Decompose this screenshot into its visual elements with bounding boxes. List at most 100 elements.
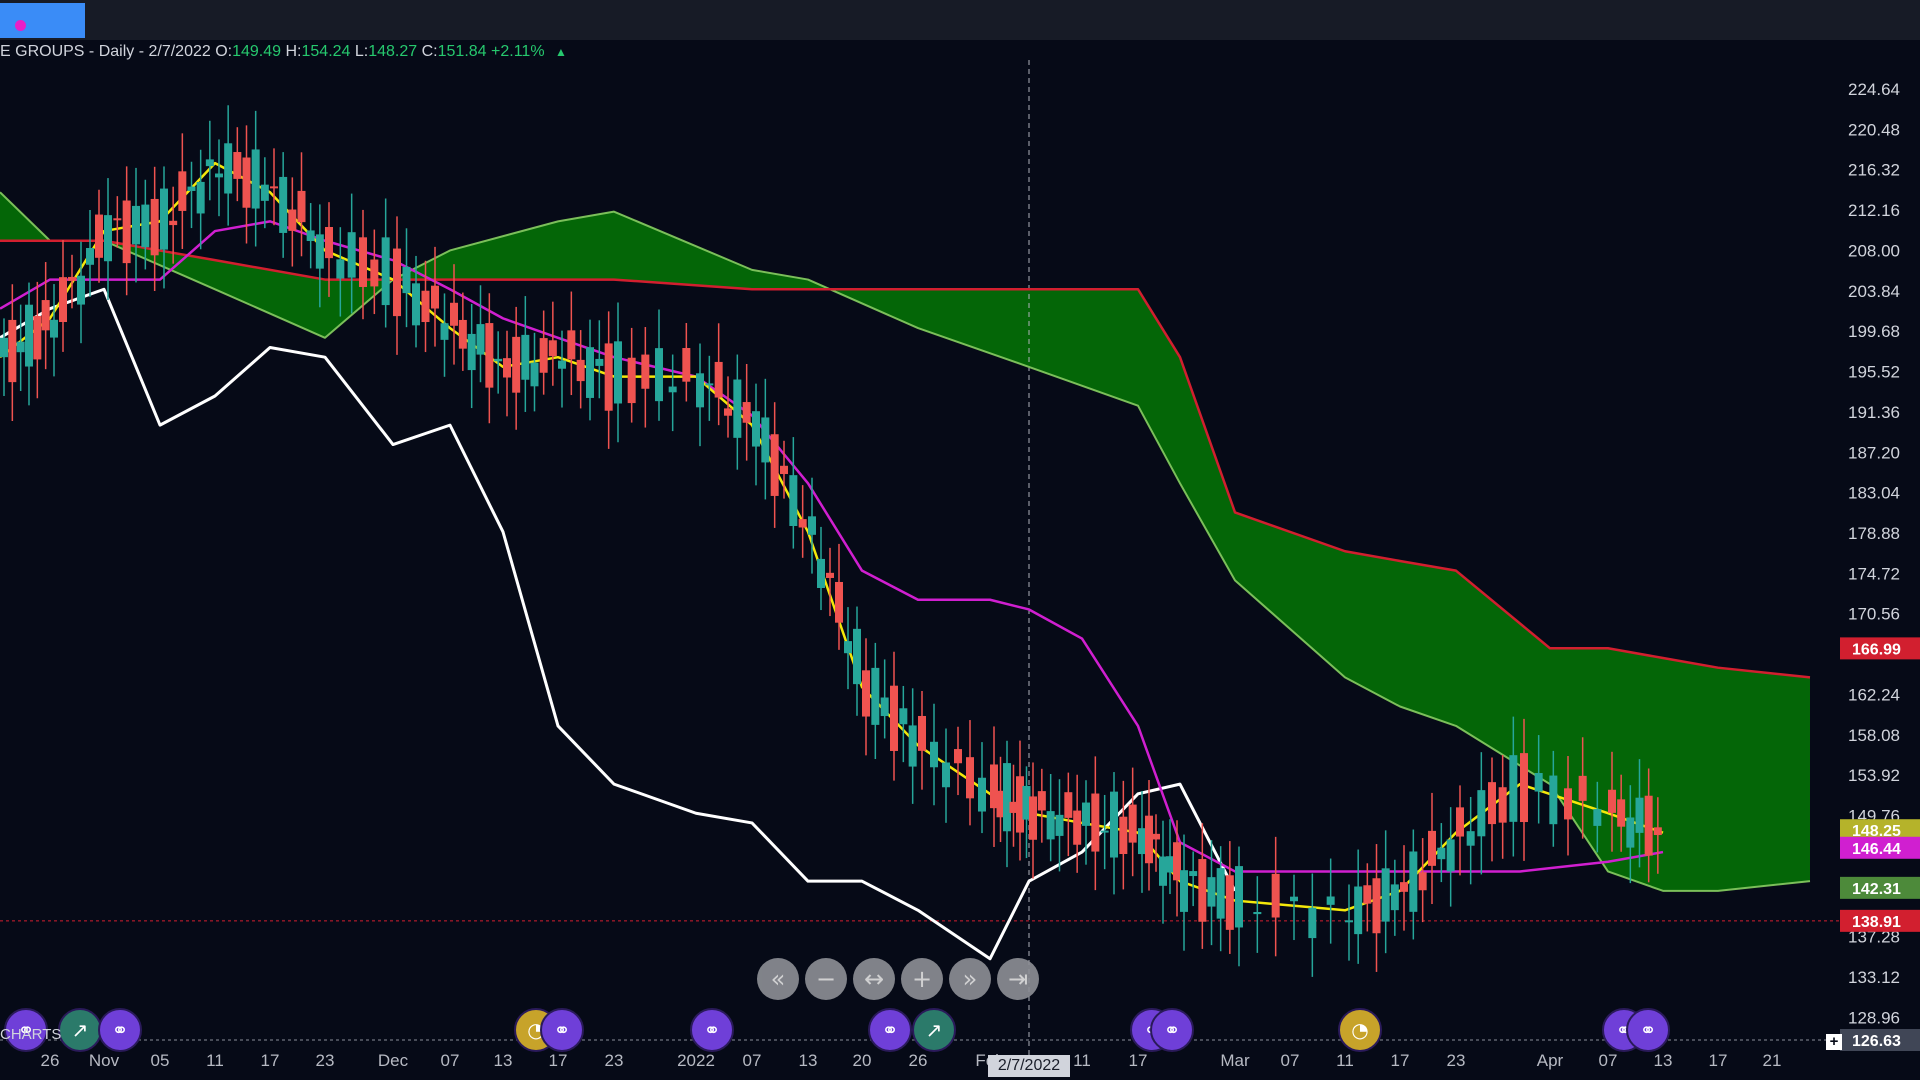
- zoom-out-button[interactable]: −: [805, 958, 847, 1000]
- dividend-event-icon[interactable]: ⚭: [4, 1008, 48, 1052]
- candle-body: [196, 181, 205, 214]
- candle-body: [160, 188, 168, 250]
- candle-body: [1564, 788, 1572, 820]
- candle-body: [567, 330, 576, 360]
- candle-body: [336, 259, 345, 279]
- candle-body: [1145, 815, 1153, 864]
- candle-body: [1198, 859, 1207, 922]
- candle-body: [381, 237, 390, 306]
- candle-body: [1290, 896, 1298, 902]
- symbol-tab[interactable]: [0, 3, 85, 38]
- x-tick-label: 07: [1281, 1051, 1300, 1070]
- candle-body: [104, 215, 112, 262]
- candle-body: [1488, 782, 1496, 825]
- scroll-back-button[interactable]: «: [757, 958, 799, 1000]
- candle-body: [1534, 773, 1543, 792]
- y-tick-label: 220.48: [1848, 120, 1900, 139]
- x-tick-label: 2022: [677, 1051, 715, 1070]
- chart-canvas[interactable]: 224.64 220.48 216.32 212.16 208.00 203.84 199.…: [0, 60, 1920, 1080]
- dividend-event-icon[interactable]: ⚭: [690, 1008, 734, 1052]
- candle-body: [1207, 877, 1216, 907]
- legend-open-label: O:: [215, 43, 233, 60]
- candle-body: [789, 475, 798, 527]
- split-event-icon[interactable]: ↗: [912, 1008, 956, 1052]
- candle-body: [77, 275, 85, 305]
- zoom-in-button[interactable]: +: [901, 958, 943, 1000]
- add-button[interactable]: +: [1826, 1034, 1842, 1050]
- up-arrow-icon: ▲: [555, 45, 567, 59]
- candle-body: [1180, 870, 1188, 912]
- price-badge: [1840, 1029, 1920, 1051]
- x-tick-label: 07: [441, 1051, 460, 1070]
- candle-body: [990, 764, 998, 809]
- candle-body: [1400, 882, 1408, 892]
- candle-body: [1372, 878, 1381, 934]
- scroll-forward-button[interactable]: »: [949, 958, 991, 1000]
- candle-body: [458, 319, 467, 349]
- candle-body: [966, 757, 974, 799]
- dividend-event-icon[interactable]: ⚭: [98, 1008, 142, 1052]
- candle-body: [178, 171, 187, 211]
- events-row: ⚭↗⚭◔⚭⚭⚭↗⚭⚭◔⚭⚭: [0, 1008, 1840, 1052]
- y-tick-label: 203.84: [1848, 282, 1900, 301]
- dividend-event-icon[interactable]: ⚭: [868, 1008, 912, 1052]
- candle-body: [450, 302, 458, 326]
- price-badge-label: 142.31: [1852, 881, 1901, 898]
- candle-body: [1520, 753, 1528, 823]
- candle-body: [1216, 868, 1225, 919]
- candle-body: [835, 581, 843, 623]
- x-tick-label: 05: [151, 1051, 170, 1070]
- dividend-event-icon[interactable]: ⚭: [1626, 1008, 1670, 1052]
- candle-body: [530, 362, 539, 387]
- x-tick-label: 13: [494, 1051, 513, 1070]
- price-badge-label: 138.91: [1852, 914, 1901, 931]
- candle-body: [853, 628, 861, 685]
- candle-body: [1253, 912, 1262, 915]
- candle-body: [95, 214, 103, 258]
- candle-body: [1152, 833, 1160, 840]
- x-tick-label: Nov: [89, 1051, 120, 1070]
- candle-body: [705, 383, 714, 386]
- candle-body: [1110, 791, 1118, 858]
- candle-body: [141, 204, 150, 248]
- candle-body: [668, 386, 677, 393]
- chart-navigation: «− ↔ +» ⇥: [757, 958, 1039, 1000]
- dividend-event-icon[interactable]: ⚭: [540, 1008, 584, 1052]
- candle-body: [752, 411, 760, 447]
- x-tick-label: 23: [605, 1051, 624, 1070]
- candle-body: [59, 277, 67, 323]
- candle-body: [86, 248, 94, 265]
- legend-symbol[interactable]: E GROUPS: [0, 43, 85, 60]
- candle-body: [402, 266, 411, 294]
- dividend-event-icon[interactable]: ⚭: [1150, 1008, 1194, 1052]
- x-tick-label: Dec: [378, 1051, 409, 1070]
- candle-body: [817, 558, 825, 588]
- candle-body: [485, 323, 494, 388]
- legend-open: 149.49: [232, 43, 282, 60]
- candle-body: [595, 358, 604, 366]
- x-tick-label: 07: [1599, 1051, 1618, 1070]
- candle-body: [614, 341, 622, 404]
- go-to-latest-button[interactable]: ⇥: [997, 958, 1039, 1000]
- candle-body: [1446, 839, 1455, 872]
- candle-body: [586, 347, 594, 398]
- candle-body: [1418, 872, 1427, 891]
- price-chart[interactable]: 224.64 220.48 216.32 212.16 208.00 203.84 199.…: [0, 60, 1920, 1080]
- x-tick-label: 17: [261, 1051, 280, 1070]
- earnings-event-icon[interactable]: ◔: [1338, 1008, 1382, 1052]
- candle-body: [1100, 830, 1109, 833]
- candle-body: [1271, 873, 1280, 918]
- reset-button[interactable]: ↔: [853, 958, 895, 1000]
- candle-body: [279, 176, 288, 233]
- candle-body: [1635, 797, 1644, 833]
- candle-body: [50, 319, 58, 338]
- y-tick-label: 174.72: [1848, 564, 1900, 583]
- candle-body: [260, 184, 269, 201]
- y-tick-label: 191.36: [1848, 403, 1900, 422]
- candle-body: [1159, 856, 1167, 886]
- split-event-icon[interactable]: ↗: [58, 1008, 102, 1052]
- candle-body: [1549, 775, 1558, 825]
- candle-body: [1037, 791, 1046, 811]
- price-badge-label: 166.99: [1852, 641, 1901, 658]
- candle-body: [233, 152, 242, 179]
